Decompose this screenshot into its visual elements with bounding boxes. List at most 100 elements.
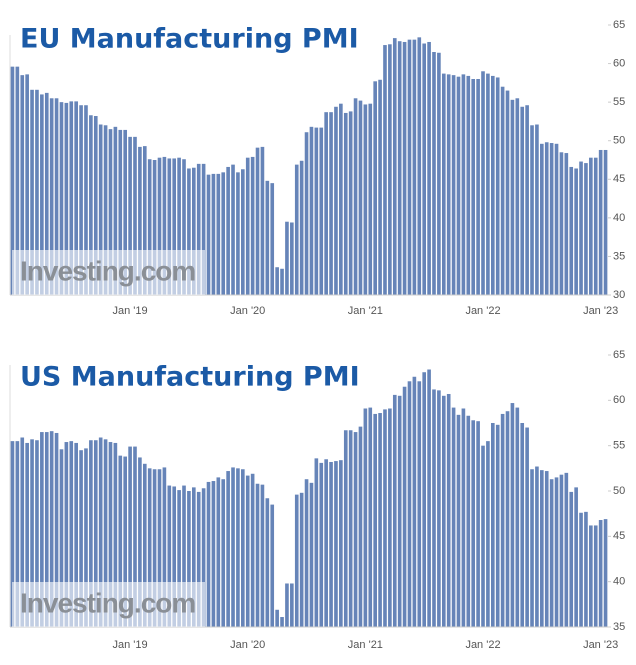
chart-title: US Manufacturing PMI: [20, 362, 360, 393]
bar: [206, 481, 211, 627]
bar: [275, 267, 279, 295]
bar: [525, 427, 529, 627]
bar: [348, 111, 353, 296]
bar: [486, 441, 490, 627]
x-tick-label: Jan '23: [583, 639, 618, 651]
bar: [579, 512, 583, 627]
bar: [314, 458, 319, 627]
bar: [211, 173, 216, 295]
bar: [59, 449, 64, 627]
bar: [334, 106, 338, 296]
bar: [540, 143, 544, 295]
bar: [236, 468, 240, 627]
bar: [510, 99, 515, 295]
y-tick-label: 30: [613, 289, 625, 301]
bar: [441, 395, 446, 627]
bar: [187, 491, 191, 627]
bar: [64, 442, 69, 627]
bar: [216, 477, 221, 627]
bar: [549, 479, 554, 627]
bar: [486, 73, 490, 295]
bar: [260, 484, 265, 627]
bar: [476, 421, 480, 627]
bar: [422, 372, 427, 627]
bar: [329, 112, 333, 296]
bar: [294, 164, 299, 295]
bar: [412, 376, 417, 627]
bar: [142, 463, 147, 627]
bar: [59, 102, 64, 296]
bar: [270, 504, 275, 627]
bar: [319, 462, 324, 627]
bar: [564, 153, 569, 295]
bar: [152, 160, 157, 295]
bar: [265, 180, 270, 295]
bar: [569, 491, 574, 627]
bar: [589, 157, 593, 295]
bar: [245, 475, 250, 627]
bar: [343, 430, 348, 627]
bar: [260, 146, 265, 295]
bar: [285, 221, 289, 295]
bar: [471, 79, 476, 295]
bar: [510, 403, 515, 627]
bar: [378, 79, 382, 296]
bar: [280, 617, 284, 627]
bar: [535, 124, 539, 295]
bar: [157, 157, 162, 295]
y-tick-label: 50: [613, 485, 625, 497]
bar: [466, 75, 471, 296]
bar: [201, 163, 206, 295]
bar: [593, 525, 598, 627]
bar: [152, 469, 157, 627]
bar: [397, 395, 402, 627]
bar: [93, 440, 98, 627]
bar: [69, 441, 74, 627]
bar: [402, 386, 407, 627]
bar: [461, 408, 466, 627]
bar: [520, 106, 525, 296]
bar: [113, 126, 118, 295]
bar: [412, 39, 417, 296]
bar: [348, 430, 353, 627]
x-tick-label: Jan '23: [583, 305, 618, 317]
bar: [383, 45, 387, 295]
bar: [167, 485, 172, 627]
bar: [417, 37, 422, 295]
bar: [84, 448, 88, 627]
bar: [476, 79, 480, 295]
bar: [98, 437, 103, 627]
bar: [128, 446, 132, 627]
bar: [20, 75, 25, 296]
bar: [221, 172, 226, 295]
bar: [505, 90, 510, 295]
bar: [559, 474, 564, 627]
bar: [79, 450, 83, 627]
bar: [40, 432, 44, 627]
bar: [221, 479, 226, 627]
bar: [133, 446, 137, 627]
bar: [432, 52, 436, 295]
bar: [515, 407, 520, 627]
bar: [118, 129, 123, 295]
bar: [540, 470, 544, 627]
bar: [35, 89, 39, 295]
bar: [226, 166, 230, 295]
bar: [339, 460, 343, 627]
bar: [231, 467, 235, 627]
bar: [461, 74, 466, 295]
bar: [515, 98, 520, 296]
bar: [138, 457, 142, 627]
bar: [432, 389, 436, 627]
bar: [98, 124, 103, 295]
bar: [123, 129, 128, 295]
bar: [598, 520, 603, 627]
x-tick-label: Jan '22: [465, 639, 500, 651]
bar: [270, 183, 275, 295]
bar: [603, 149, 608, 295]
bar: [358, 426, 363, 627]
bar: [196, 491, 201, 627]
bar: [250, 156, 255, 295]
x-tick-label: Jan '21: [348, 639, 383, 651]
bar: [451, 75, 456, 296]
